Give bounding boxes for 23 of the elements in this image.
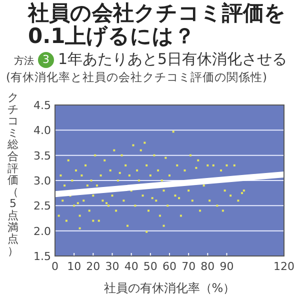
x-tick-label: 120 [274,260,294,273]
y-tick-label: 3.5 [34,149,51,162]
y-tick-label: 4.5 [34,99,51,112]
x-tick-label: 20 [86,260,100,273]
text: クチコミ総合評価（5点満点） [8,91,18,258]
chart-title: 社員の会社クチコミ評価を0.1上げるには？ [28,1,287,48]
text: (有休消化率と社員の会社クチコミ評価の関係性) [6,70,267,85]
y-tick-label: 2.0 [34,224,51,238]
x-tick-label: 90 [220,260,234,273]
y-tick-label: 2.5 [34,200,51,213]
x-axis-title: 社員の有休消化率（%） [104,281,236,295]
x-tick-label: 0 [52,260,58,273]
x-tick-label: 50 [143,260,158,273]
x-tick-label: 70 [182,260,196,273]
x-tick-label: 80 [200,260,215,273]
x-tick-label: 10 [67,260,82,273]
x-tick-label: 30 [105,260,120,273]
x-tick-label: 60 [162,260,176,273]
x-tick-label: 40 [124,260,138,273]
chart-subtitle: 方法 3 1年あたりあと5日有休消化させる [14,50,288,68]
y-tick-label: 3.0 [34,174,51,188]
y-tick-label: 1.5 [34,250,51,263]
y-tick-label: 4.0 [34,124,51,138]
